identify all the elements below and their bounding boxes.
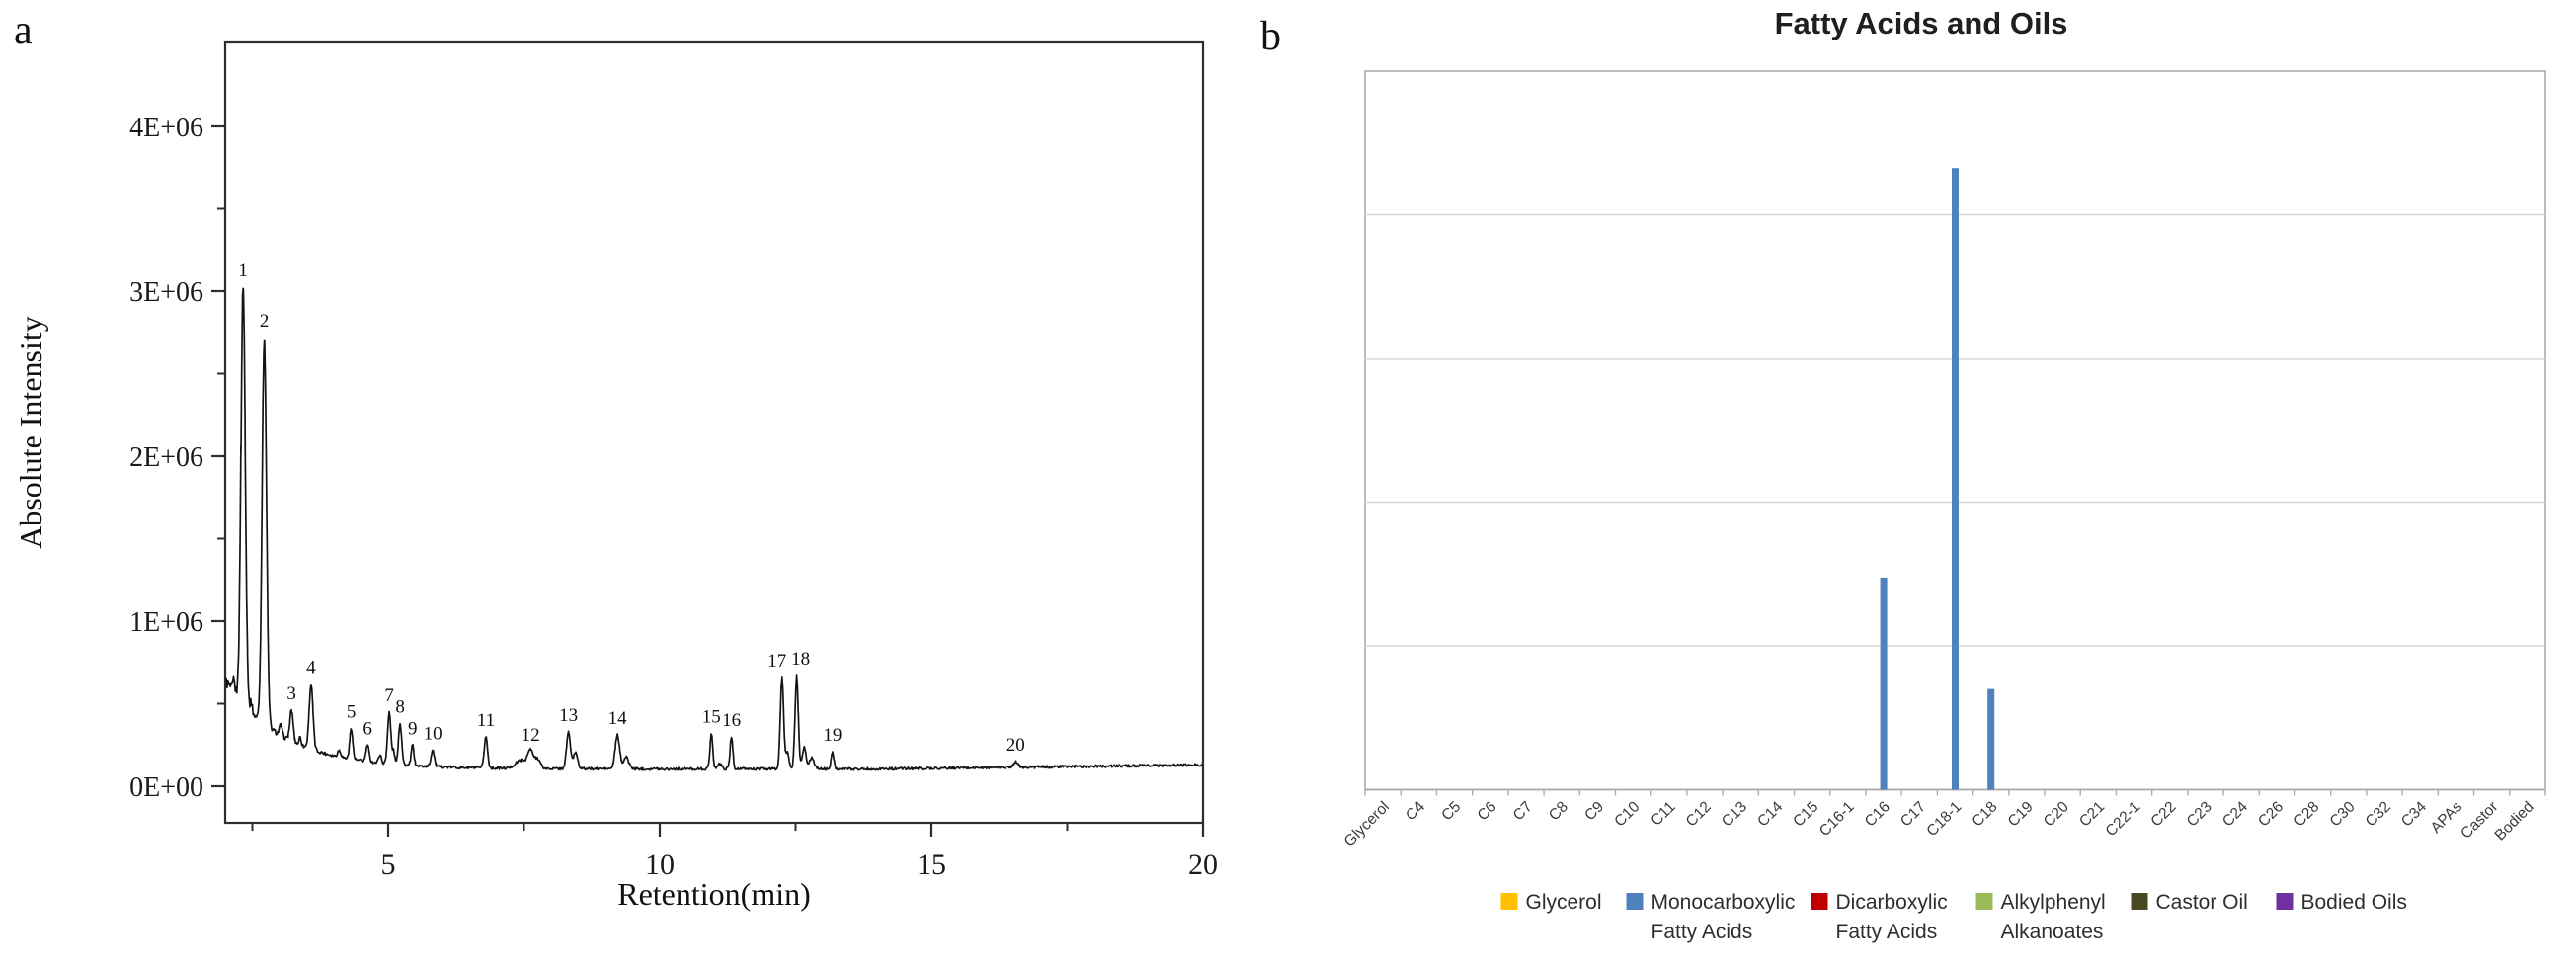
peak-label: 5 xyxy=(347,702,357,723)
legend-label-line2: Fatty Acids xyxy=(1651,921,1753,943)
legend-swatch-5 xyxy=(2131,893,2148,910)
peak-label: 12 xyxy=(522,725,540,746)
category-label: C19 xyxy=(2005,798,2037,830)
category-label: C34 xyxy=(2398,798,2430,830)
category-label: C7 xyxy=(1510,798,1536,824)
category-label: C26 xyxy=(2255,798,2287,830)
category-label: C18-1 xyxy=(1923,798,1965,840)
legend-swatch-6 xyxy=(2276,893,2294,910)
legend-label: Glycerol xyxy=(1526,891,1602,914)
category-label: Glycerol xyxy=(1341,798,1393,849)
bar-C18-1 xyxy=(1952,168,1959,790)
bar-chart-panel: Glycerol C4 C5 C6 C7 C8 C9 C10 C11 C12 C13 C14 C15C1… xyxy=(1260,6,2546,943)
legend-swatch-4 xyxy=(1975,893,1993,910)
y-tick-label: 2E+06 xyxy=(129,443,203,473)
category-label: C11 xyxy=(1648,798,1678,829)
category-label: C24 xyxy=(2219,798,2251,830)
category-label: C4 xyxy=(1403,798,1428,824)
chart-title: Fatty Acids and Oils xyxy=(1775,6,2068,40)
legend-label-line2: Alkanoates xyxy=(2001,921,2104,943)
peak-label: 6 xyxy=(362,718,372,739)
category-label: C18 xyxy=(1969,798,2000,830)
x-tick-label: 20 xyxy=(1188,848,1218,881)
legend-swatch-2 xyxy=(1626,893,1644,910)
category-label: C6 xyxy=(1475,798,1500,824)
category-label: C15 xyxy=(1790,798,1821,830)
peak-label: 7 xyxy=(384,685,394,706)
chromatogram-trace xyxy=(225,287,1203,771)
category-label: Bodied xyxy=(2492,798,2537,844)
category-label: C28 xyxy=(2291,798,2322,830)
category-label: C22-1 xyxy=(2103,798,2144,840)
bar-C18 xyxy=(1987,688,1995,790)
peak-label: 2 xyxy=(260,311,270,332)
legend-label: Dicarboxylic xyxy=(1836,891,1948,914)
peak-label: 15 xyxy=(702,707,721,728)
peak-label: 18 xyxy=(791,649,810,670)
x-axis-title: Retention(min) xyxy=(617,876,811,912)
peak-label: 14 xyxy=(608,708,628,729)
legend-label: Bodied Oils xyxy=(2301,891,2407,914)
category-label: C12 xyxy=(1683,798,1715,830)
legend-label: Monocarboxylic xyxy=(1651,891,1796,914)
category-label: C16 xyxy=(1862,798,1893,830)
bar-C16 xyxy=(1880,577,1888,790)
peak-label: 9 xyxy=(408,718,418,739)
y-tick-label: 3E+06 xyxy=(129,278,203,308)
category-label: C14 xyxy=(1754,798,1786,830)
peak-label: 17 xyxy=(767,651,786,672)
peak-label: 4 xyxy=(306,657,316,678)
x-tick-label: 10 xyxy=(645,848,675,881)
peak-label: 10 xyxy=(424,723,443,744)
peak-label: 13 xyxy=(559,705,578,726)
peak-label: 16 xyxy=(722,710,741,731)
peak-label: 20 xyxy=(1006,735,1025,756)
category-label: C13 xyxy=(1719,798,1750,830)
category-label: C16-1 xyxy=(1816,798,1858,840)
category-label: C17 xyxy=(1897,798,1929,830)
peak-label: 11 xyxy=(477,710,495,731)
legend-label: Alkylphenyl xyxy=(2001,891,2106,914)
panel-label-b: b xyxy=(1260,14,1281,59)
legend-swatch-1 xyxy=(1500,893,1518,910)
peak-label: 19 xyxy=(823,725,842,746)
peak-label: 3 xyxy=(286,684,296,704)
x-tick-label: 5 xyxy=(381,848,396,881)
category-label: C32 xyxy=(2363,798,2394,830)
legend-label: Castor Oil xyxy=(2156,891,2248,914)
category-label: C10 xyxy=(1611,798,1643,830)
panel-label-a: a xyxy=(14,8,33,53)
category-label: C8 xyxy=(1546,798,1571,824)
category-label: C23 xyxy=(2184,798,2215,830)
legend: Glycerol Monocarboxylic Fatty Acids Dicarbo… xyxy=(1500,891,2407,943)
category-label: C20 xyxy=(2041,798,2072,830)
category-label: C30 xyxy=(2327,798,2359,830)
legend-label-line2: Fatty Acids xyxy=(1836,921,1938,943)
y-axis-title: Absolute Intensity xyxy=(13,316,48,549)
peak-label: 1 xyxy=(238,260,248,281)
y-tick-label: 0E+00 xyxy=(129,772,203,803)
category-label: C22 xyxy=(2147,798,2179,830)
category-label: C21 xyxy=(2076,798,2108,830)
x-tick-label: 15 xyxy=(917,848,946,881)
y-tick-label: 4E+06 xyxy=(129,113,203,143)
plot-border-a xyxy=(223,40,1205,825)
y-tick-label: 1E+06 xyxy=(129,607,203,638)
peak-label: 8 xyxy=(395,697,405,718)
category-label: C9 xyxy=(1581,798,1607,824)
category-label: C5 xyxy=(1438,798,1464,824)
legend-swatch-3 xyxy=(1811,893,1828,910)
